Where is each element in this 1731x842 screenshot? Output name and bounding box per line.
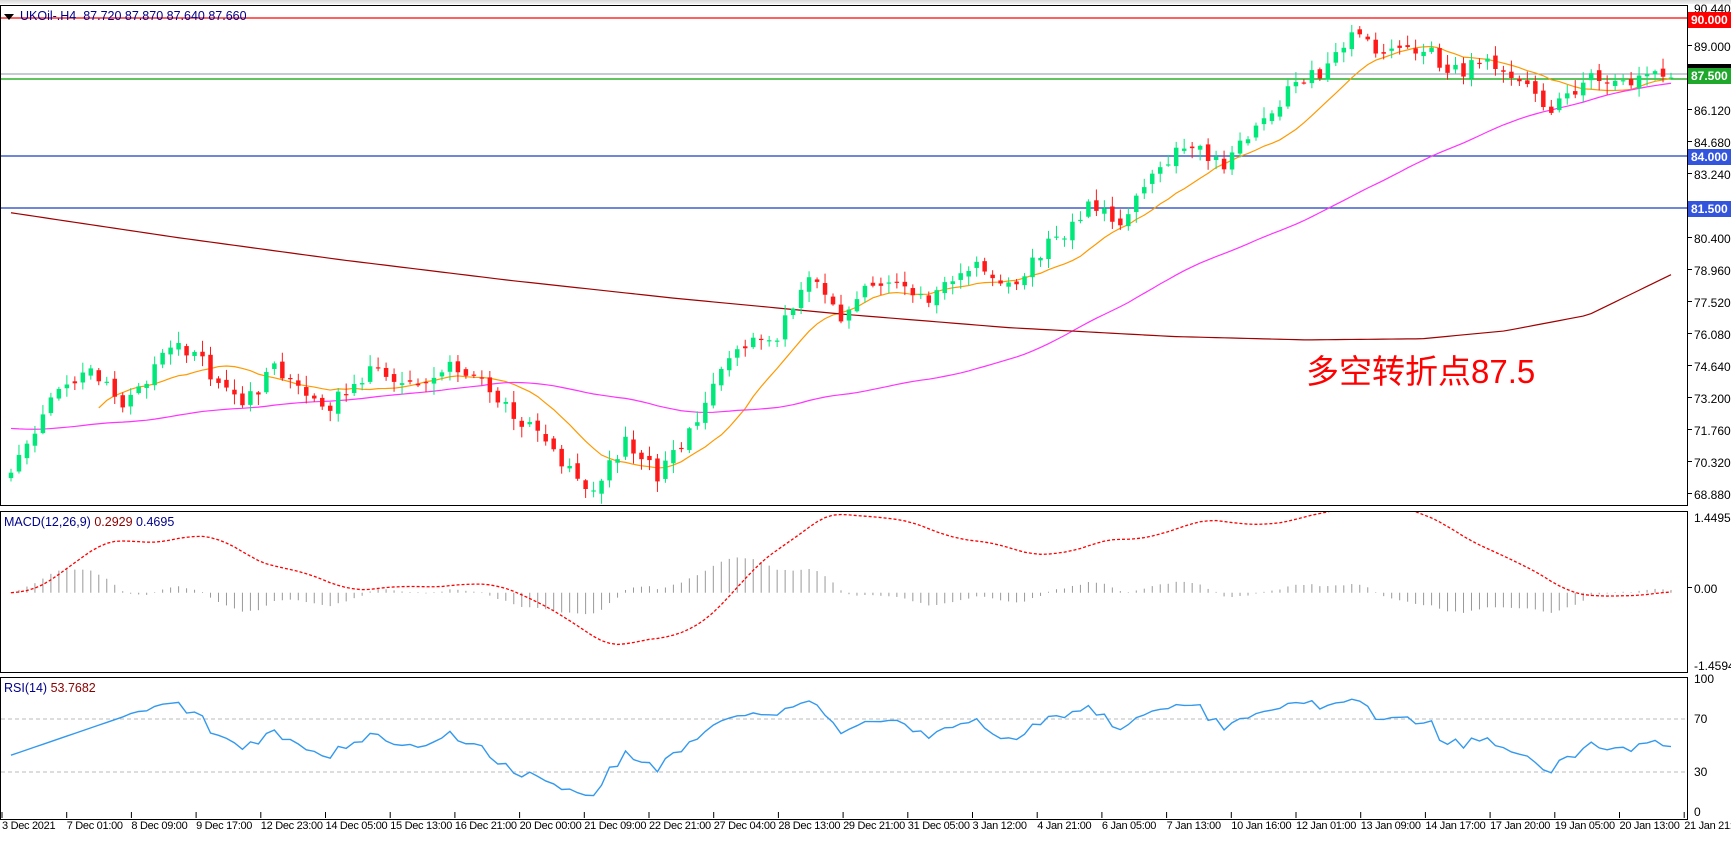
svg-text:多空转折点87.5: 多空转折点87.5: [1306, 353, 1535, 390]
